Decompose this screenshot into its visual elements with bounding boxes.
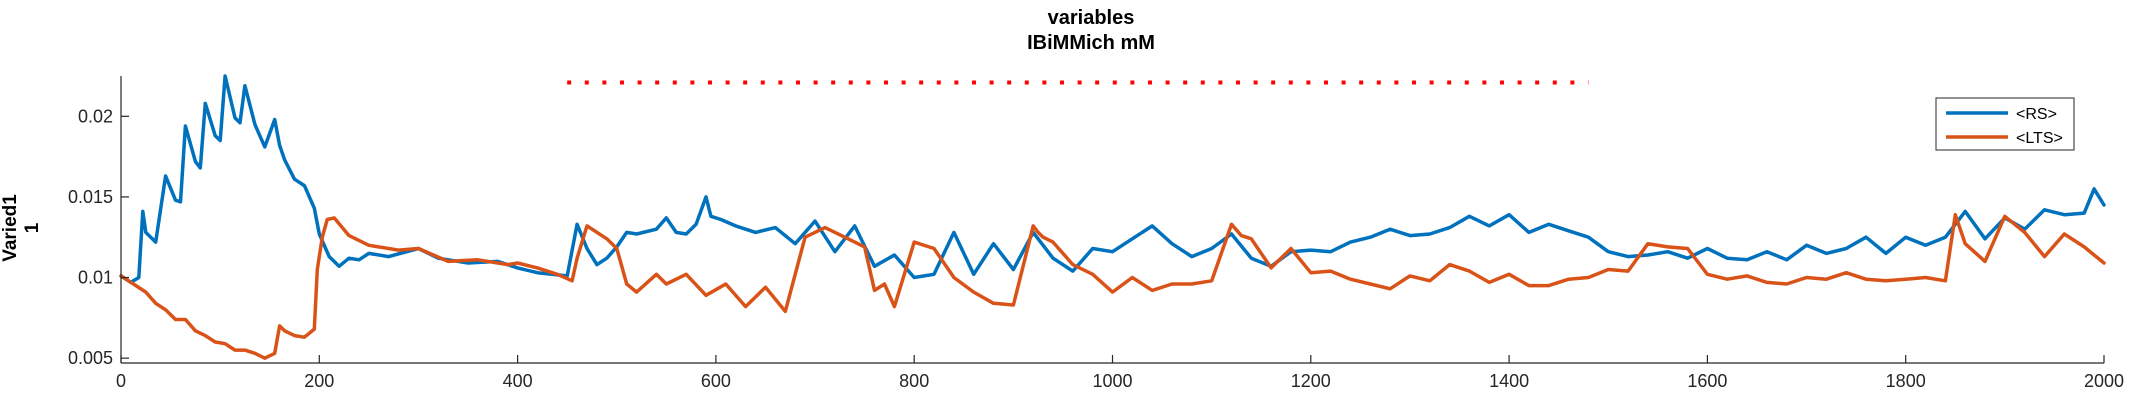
series-line-lts bbox=[119, 212, 2106, 360]
x-tick-label: 1200 bbox=[1291, 371, 1331, 391]
legend: <RS> <LTS> bbox=[1935, 97, 2075, 151]
x-tick-label: 600 bbox=[701, 371, 731, 391]
y-tick-label: 0.005 bbox=[68, 348, 113, 368]
series-lines bbox=[119, 74, 2106, 360]
x-tick-label: 1600 bbox=[1687, 371, 1727, 391]
chart-subtitle: IBiMMich mM bbox=[1027, 32, 1155, 54]
plot-area bbox=[119, 74, 2106, 360]
x-tick-label: 2000 bbox=[2084, 371, 2124, 391]
legend-box bbox=[1935, 97, 2075, 151]
x-tick-label: 1000 bbox=[1092, 371, 1132, 391]
y-tick-label: 0.01 bbox=[78, 268, 113, 288]
x-tick-label: 1400 bbox=[1489, 371, 1529, 391]
axes: 0 200 400 600 800 1000 1200 1400 1600 1800 2000 0.… bbox=[68, 76, 2124, 391]
x-tick-label: 1800 bbox=[1886, 371, 1926, 391]
y-axis-label-line-2: 1 bbox=[22, 222, 43, 233]
y-axis-label-line-1: Varied1 bbox=[0, 194, 21, 262]
x-axis-ticks: 0 200 400 600 800 1000 1200 1400 1600 1800 2000 bbox=[116, 355, 2124, 391]
x-tick-label: 200 bbox=[304, 371, 334, 391]
y-axis-ticks: 0.005 0.01 0.015 0.02 bbox=[68, 106, 129, 368]
legend-label-rs: <RS> bbox=[2016, 106, 2057, 123]
x-tick-label: 800 bbox=[899, 371, 929, 391]
x-tick-label: 400 bbox=[503, 371, 533, 391]
chart-title: variables bbox=[1048, 7, 1135, 29]
y-tick-label: 0.015 bbox=[68, 187, 113, 207]
legend-label-lts: <LTS> bbox=[2016, 130, 2063, 147]
y-tick-label: 0.02 bbox=[78, 106, 113, 126]
x-tick-label: 0 bbox=[116, 371, 126, 391]
